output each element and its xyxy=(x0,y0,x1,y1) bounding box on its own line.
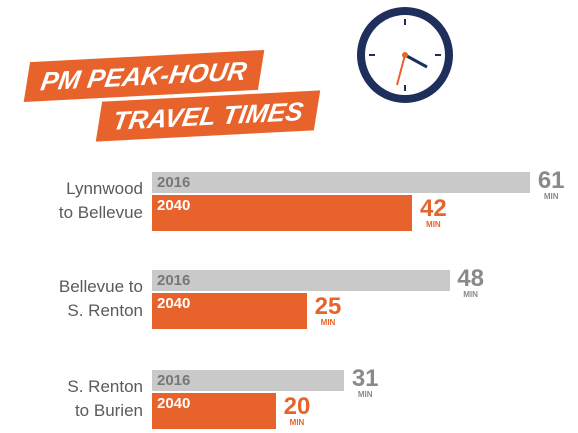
clock-ticks xyxy=(369,19,441,91)
category-label: Bellevue to xyxy=(58,277,143,296)
clock-hand xyxy=(404,53,428,69)
value-label: 25 xyxy=(314,293,342,320)
value-label: 61 xyxy=(537,167,565,194)
clock-hand xyxy=(396,54,406,86)
value-label: 31 xyxy=(351,365,379,392)
value-label: 42 xyxy=(420,195,447,222)
series-label: 2016 xyxy=(157,272,191,289)
category-label: to Burien xyxy=(74,401,143,420)
bar xyxy=(152,293,307,329)
value-label: 48 xyxy=(457,265,484,292)
bar xyxy=(152,195,413,231)
unit-label: MIN xyxy=(357,390,373,399)
clock-icon xyxy=(357,7,453,103)
category-label: S. Renton xyxy=(67,377,143,396)
bar xyxy=(152,270,450,291)
series-label: 2040 xyxy=(157,295,191,312)
unit-label: MIN xyxy=(426,220,441,229)
category-label: to Bellevue xyxy=(58,203,143,222)
title-line: TRAVEL TIMES xyxy=(95,90,321,142)
bar xyxy=(152,172,531,193)
unit-label: MIN xyxy=(543,192,559,201)
unit-label: MIN xyxy=(289,418,305,427)
unit-label: MIN xyxy=(320,318,336,327)
unit-label: MIN xyxy=(463,290,478,299)
category-label: S. Renton xyxy=(67,301,143,320)
category-label: Lynnwood xyxy=(66,179,143,198)
series-label: 2040 xyxy=(157,197,191,214)
series-label: 2016 xyxy=(157,174,191,191)
value-label: 20 xyxy=(283,393,311,420)
series-label: 2016 xyxy=(157,372,191,389)
bar xyxy=(152,393,276,429)
series-label: 2040 xyxy=(157,395,191,412)
bar xyxy=(152,370,345,391)
clock-center xyxy=(402,52,408,58)
